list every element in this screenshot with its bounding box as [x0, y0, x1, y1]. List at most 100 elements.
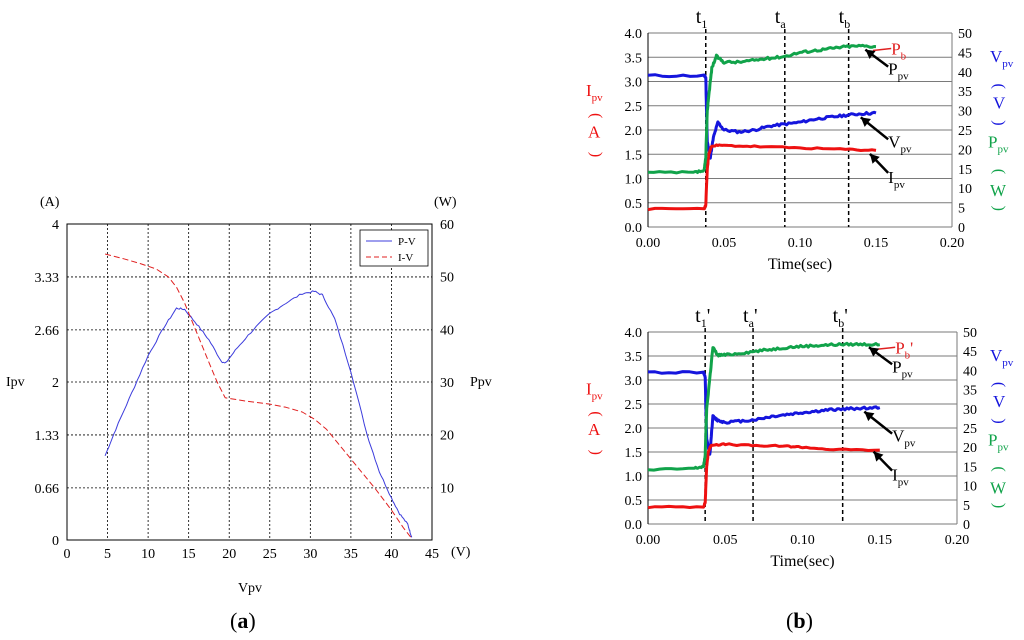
- y-left-tick-label: 1.33: [35, 429, 60, 444]
- x-axis-title: Time(sec): [770, 553, 834, 570]
- pb-leader-line: [872, 47, 892, 52]
- y-right-tick-label: 25: [958, 124, 972, 139]
- right-axis-v-symbol-sub: pv: [1002, 58, 1014, 70]
- annotation-ipv-label: Ipv: [888, 168, 905, 191]
- x-tick-label: 5: [104, 547, 111, 562]
- event-marker-label-base: t: [696, 6, 702, 28]
- annotation-ppv-label-base: P: [888, 60, 897, 79]
- x-tick-label: 0.15: [864, 236, 889, 251]
- event-marker-label-sub: 1: [701, 17, 707, 31]
- event-marker-label: tb: [839, 6, 851, 31]
- y-right-tick-label: 35: [963, 384, 977, 399]
- left-axis-open-paren: (: [588, 113, 605, 118]
- arrow-ipv-head: [873, 451, 884, 462]
- y-left-tick-label: 2.0: [625, 124, 643, 139]
- annotation-ipv-label-base: I: [888, 168, 894, 187]
- arrow-ppv-head: [865, 49, 876, 59]
- y-right-tick-label: 10: [963, 480, 977, 495]
- x-tick-label: 30: [303, 547, 317, 562]
- y-left-tick-label: 3.33: [35, 271, 60, 286]
- annotation-vpv-label: Vpv: [888, 132, 912, 155]
- panel-a-close: ): [248, 608, 256, 633]
- y-left-tick-label: 4.0: [625, 27, 643, 42]
- unit-left-label: (A): [40, 195, 60, 210]
- right-axis-p-close-paren: ): [991, 503, 1008, 508]
- annotation-ipv-label-sub: pv: [898, 477, 910, 489]
- x-tick-label: 0.20: [945, 533, 970, 548]
- unit-right-label: (W): [434, 195, 457, 210]
- panel-b-open: (: [786, 608, 794, 633]
- annotation-pb-label: Pb: [891, 39, 906, 62]
- left-axis-symbol-sub: pv: [592, 92, 604, 104]
- annotation-pb-label-prime: ': [910, 338, 913, 357]
- y-right-tick-label: 45: [963, 345, 977, 360]
- right-axis-v-symbol: Vpv: [990, 346, 1014, 369]
- arrow-vpv-head: [864, 411, 875, 422]
- right-axis-p-symbol: Ppv: [988, 430, 1009, 453]
- x-tick-label: 0.05: [713, 533, 738, 548]
- y-left-tick-label: 1.0: [625, 470, 643, 485]
- y-left-tick-label: 4.0: [625, 326, 643, 341]
- panel-b-top-chart: 0.0 0.5 1.0 1.5 2.0 2.5 3.0 3.5 4.0 0 5 10 15 20 25 30 3…: [586, 6, 1014, 273]
- y-right-tick-label: 0: [963, 518, 970, 533]
- y-right-tick-label: 40: [963, 364, 977, 379]
- x-tick-label: 35: [344, 547, 358, 562]
- y-left-tick-label: 0.66: [35, 482, 60, 497]
- event-marker-label: t1': [695, 305, 710, 330]
- right-axis-p-symbol-sub: pv: [997, 143, 1009, 155]
- right-axis-v-open-paren: (: [991, 382, 1008, 387]
- left-axis-symbol-base: I: [586, 379, 592, 398]
- left-axis-unit: A: [588, 420, 601, 439]
- y-right-tick-label: 45: [958, 46, 972, 61]
- right-axis-p-symbol: Ppv: [988, 132, 1009, 155]
- y-left-tick-label: 2.0: [625, 422, 643, 437]
- x-tick-label: 10: [141, 547, 155, 562]
- x-tick-label: 0.20: [940, 236, 965, 251]
- left-axis-symbol: Ipv: [586, 81, 603, 104]
- y-right-tick-label: 35: [958, 85, 972, 100]
- y-left-tick-label: 3.5: [625, 350, 643, 365]
- x-tick-label: 0.00: [636, 533, 661, 548]
- y-right-tick-label: 15: [963, 460, 977, 475]
- arrow-vpv-head: [860, 117, 871, 127]
- y-left-tick-label: 0: [52, 534, 59, 549]
- y-right-tick-label: 30: [440, 376, 454, 391]
- event-marker-label: ta': [743, 305, 758, 330]
- right-axis-v-symbol-base: V: [990, 47, 1003, 66]
- y-right-tick-label: 50: [440, 271, 454, 286]
- series-iv-line: [104, 253, 413, 539]
- right-axis-p-close-paren: ): [991, 206, 1008, 211]
- y-right-axis-title: Ppv: [470, 375, 492, 390]
- left-axis-close-paren: ): [588, 450, 605, 455]
- event-marker-label-base: t: [775, 6, 781, 28]
- x-tick-label: 0.00: [636, 236, 661, 251]
- y-right-tick-label: 5: [958, 202, 965, 217]
- y-right-tick-label: 30: [958, 105, 972, 120]
- event-marker-label-sub: a: [780, 17, 786, 31]
- right-axis-p-symbol-base: P: [988, 132, 997, 151]
- y-left-tick-label: 4: [52, 218, 59, 233]
- x-tick-label: 45: [425, 547, 439, 562]
- y-left-tick-label: 0.5: [625, 197, 643, 212]
- annotation-vpv-label-sub: pv: [900, 143, 912, 155]
- annotation-pb-label-sub: b: [901, 50, 907, 62]
- y-right-tick-label: 30: [963, 403, 977, 418]
- event-marker-label-base: t: [743, 305, 749, 327]
- annotation-pb-label: Pb': [895, 338, 913, 361]
- arrow-ipv-head: [869, 153, 880, 164]
- right-axis-p-open-paren: (: [991, 169, 1008, 174]
- y-left-tick-label: 3.0: [625, 76, 643, 91]
- right-axis-p-unit: W: [990, 181, 1007, 200]
- left-axis-open-paren: (: [588, 411, 605, 416]
- y-right-tick-label: 0: [958, 221, 965, 236]
- annotation-vpv-label-base: V: [892, 427, 905, 446]
- annotation-ipv-label-sub: pv: [894, 179, 906, 191]
- y-right-tick-label: 40: [440, 323, 454, 338]
- x-tick-label: 0.05: [712, 236, 737, 251]
- series-vpv-line: [647, 370, 881, 456]
- event-marker-label-prime: ': [707, 305, 711, 327]
- right-axis-v-unit: V: [993, 94, 1006, 113]
- x-axis-title: Time(sec): [768, 256, 832, 273]
- legend-pv-label: P-V: [398, 236, 416, 248]
